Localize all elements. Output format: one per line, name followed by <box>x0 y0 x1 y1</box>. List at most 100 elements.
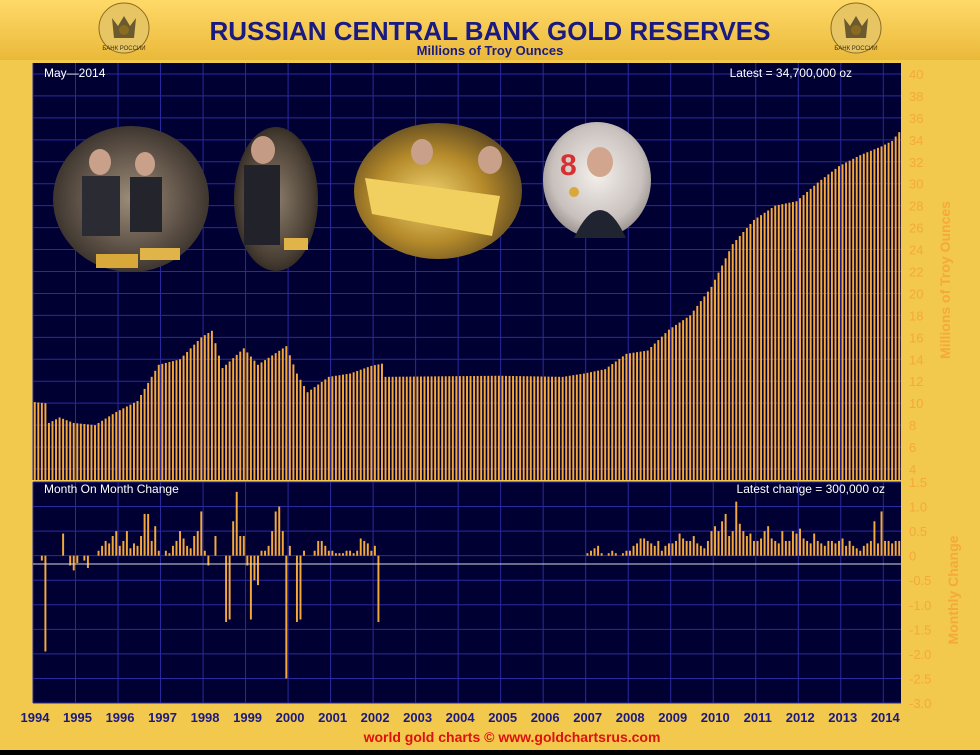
reserves-bar <box>342 374 344 480</box>
emblem-right-text: БАНК РОССИИ <box>834 46 877 52</box>
reserves-bar <box>111 414 114 480</box>
reserves-y-tick: 6 <box>909 440 916 455</box>
change-bar <box>317 540 320 556</box>
change-bar <box>83 555 86 561</box>
reserves-bar <box>579 374 582 480</box>
reserves-y-tick: 26 <box>909 221 923 236</box>
header-band <box>0 0 980 60</box>
reserves-bar <box>239 351 242 480</box>
reserves-bar <box>469 376 472 480</box>
change-bar <box>111 536 114 556</box>
change-bar <box>203 550 206 556</box>
change-bar <box>278 506 281 556</box>
reserves-bar <box>667 329 670 480</box>
reserves-bar <box>313 387 316 480</box>
reserves-y-tick: 30 <box>909 177 923 192</box>
reserves-bar <box>423 376 426 480</box>
reserves-bar <box>242 348 245 480</box>
reserves-bar <box>625 353 628 480</box>
change-bar <box>295 555 298 622</box>
reserves-bar <box>845 162 848 480</box>
change-bar <box>742 531 745 556</box>
change-bar <box>791 531 794 556</box>
change-bar <box>76 555 79 564</box>
change-bar <box>157 550 160 556</box>
reserves-bar <box>363 368 366 480</box>
reserves-bar <box>207 332 210 480</box>
reserves-bar <box>728 251 731 480</box>
reserves-bar <box>154 370 157 480</box>
reserves-bar <box>189 348 192 480</box>
change-bars <box>40 491 901 679</box>
change-bar <box>285 555 288 679</box>
reserves-bar <box>349 373 352 480</box>
reserves-bar <box>767 210 770 481</box>
change-bar <box>69 555 72 566</box>
change-bar <box>862 545 865 556</box>
reserves-bar <box>848 160 851 481</box>
reserves-bar <box>501 375 504 480</box>
reserves-bar <box>607 366 610 480</box>
reserves-bar <box>101 420 104 480</box>
reserves-bar <box>834 168 837 480</box>
reserves-bar <box>210 330 213 480</box>
change-bar <box>366 543 369 556</box>
bank-emblem-left: БАНК РОССИИ <box>98 2 150 54</box>
reserves-bar <box>756 217 759 480</box>
change-y-tick: -1.0 <box>909 598 931 613</box>
change-y-tick: -2.5 <box>909 671 931 686</box>
change-bar <box>855 548 858 556</box>
change-bar <box>852 545 855 556</box>
reserves-bar <box>125 406 128 480</box>
reserves-y-axis-label: Millions of Troy Ounces <box>937 201 953 359</box>
year-tick: 2008 <box>616 710 645 725</box>
change-bar <box>108 543 111 556</box>
reserves-bar <box>419 376 422 480</box>
year-tick: 1996 <box>106 710 135 725</box>
reserves-bar <box>466 376 468 480</box>
reserves-bar <box>278 350 281 480</box>
change-y-tick: 1.0 <box>909 500 927 515</box>
reserves-bar <box>813 185 816 481</box>
reserves-bar <box>175 360 178 480</box>
change-bar <box>196 531 199 556</box>
change-bar <box>706 540 709 556</box>
reserves-bar <box>639 351 642 480</box>
reserves-bar <box>306 392 309 480</box>
reserves-bar <box>44 403 47 480</box>
change-bar <box>377 555 380 622</box>
change-bar <box>40 555 43 561</box>
change-bar <box>242 536 245 556</box>
reserves-bar <box>575 374 578 480</box>
change-bar <box>140 536 143 556</box>
year-tick: 1999 <box>233 710 262 725</box>
reserves-bar <box>841 164 844 481</box>
reserves-y-tick: 22 <box>909 265 923 280</box>
chart-title: RUSSIAN CENTRAL BANK GOLD RESERVES <box>210 16 771 46</box>
reserves-bar <box>179 359 182 480</box>
reserves-bar <box>823 177 826 480</box>
change-bar <box>632 545 635 556</box>
change-bar <box>186 545 189 556</box>
reserves-bar <box>427 376 430 480</box>
reserves-bar <box>600 369 603 480</box>
reserves-bar <box>512 375 515 480</box>
change-bar <box>614 553 617 556</box>
reserves-bar <box>827 174 830 481</box>
reserves-bar <box>490 375 493 480</box>
chart-subtitle: Millions of Troy Ounces <box>417 43 564 58</box>
reserves-bar <box>444 376 447 480</box>
reserves-bar <box>79 423 82 480</box>
change-bar <box>342 553 344 556</box>
change-bar <box>898 540 901 556</box>
reserves-bar <box>285 346 288 480</box>
change-bar <box>756 540 759 556</box>
change-bar <box>667 543 670 556</box>
reserves-bar <box>288 355 291 480</box>
change-bar <box>745 536 748 556</box>
reserves-bar <box>402 376 405 480</box>
reserves-bar <box>738 236 741 480</box>
change-bar <box>132 543 135 556</box>
reserves-bar <box>657 340 660 480</box>
reserves-bar <box>685 317 688 480</box>
